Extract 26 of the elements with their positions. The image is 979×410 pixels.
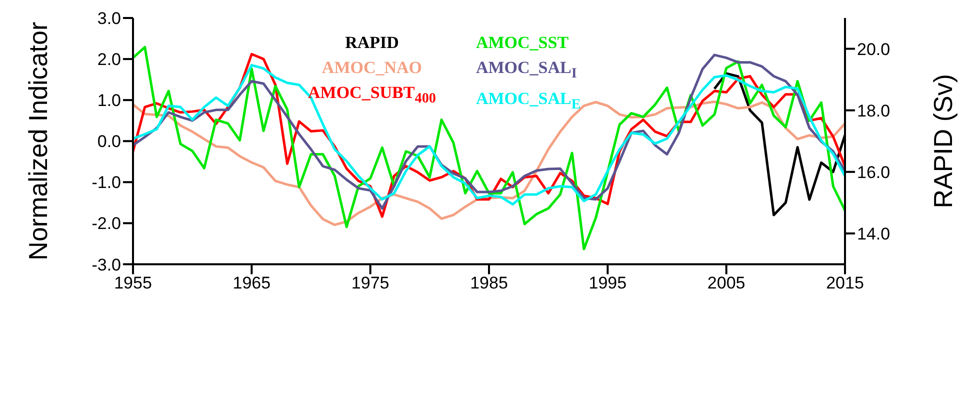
text: AMOC_NAO [322, 57, 422, 79]
y-tick-label: 1.0 [97, 91, 121, 110]
x-tick-label: 1985 [470, 273, 508, 292]
y2-tick-label: 18.0 [857, 101, 890, 120]
y2-axis-title: RAPID (Sv) [928, 74, 958, 208]
y-tick-label: -1.0 [92, 173, 121, 192]
y-tick-label: 2.0 [97, 50, 121, 70]
text: RAPID [345, 32, 399, 54]
y-tick-label: -3.0 [92, 255, 121, 274]
x-tick-label: 2015 [826, 273, 864, 292]
y-tick-label: 3.0 [97, 9, 121, 28]
x-tick-label: 1975 [351, 273, 390, 292]
y-tick-label: 0.0 [97, 132, 121, 152]
text: AMOC_SAL$_{E}$ [476, 88, 581, 115]
text: AMOC_SST [476, 32, 569, 54]
x-tick-label: 1965 [232, 273, 271, 292]
x-tick-label: 1955 [114, 273, 152, 292]
x-tick-label: 2005 [707, 273, 746, 292]
y-axis-title: Normalized Indicator [23, 22, 53, 260]
x-tick-label: 1995 [588, 273, 627, 292]
text: AMOC_SAL$_{I}$ [476, 57, 577, 84]
series-label: AMOC_SUBT$_{400}$ [308, 82, 436, 108]
y-tick-label: -2.0 [92, 214, 121, 234]
y2-tick-label: 20.0 [857, 40, 890, 59]
y2-tick-label: 14.0 [857, 224, 890, 244]
y2-tick-label: 16.0 [857, 162, 890, 182]
